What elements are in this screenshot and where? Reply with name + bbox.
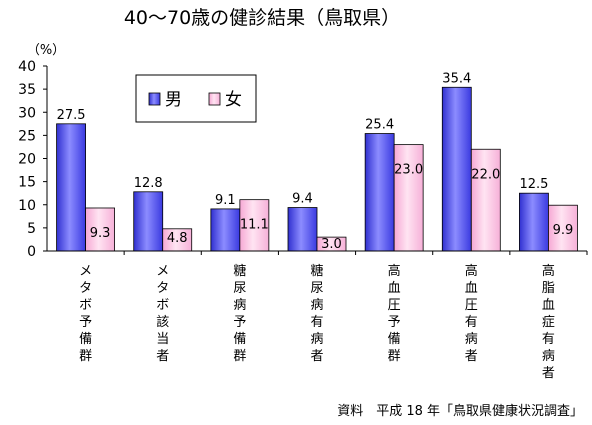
bar-male xyxy=(287,207,318,252)
y-tick-label: 35 xyxy=(18,82,36,98)
data-label-female: 23.0 xyxy=(394,163,423,178)
data-label-female: 9.3 xyxy=(90,226,111,241)
bar-male xyxy=(519,192,549,252)
y-tick-label: 15 xyxy=(18,175,36,191)
bar-female xyxy=(548,204,578,252)
bars xyxy=(56,86,578,252)
legend: 男 女 xyxy=(135,74,257,123)
data-label-female: 3.0 xyxy=(321,237,342,252)
y-tick-label: 25 xyxy=(18,128,36,144)
category-label: 高血圧予備群 xyxy=(388,263,401,364)
bar-female xyxy=(470,148,501,252)
data-label-female: 11.1 xyxy=(240,218,269,233)
data-label-male: 9.4 xyxy=(292,192,313,207)
y-tick-label: 0 xyxy=(27,244,36,260)
data-label-male: 25.4 xyxy=(365,118,394,133)
legend-swatch-female xyxy=(208,92,221,106)
bar-male xyxy=(210,208,241,252)
category-label: 高脂血症有病者 xyxy=(542,263,555,381)
data-label-female: 4.8 xyxy=(167,231,188,246)
y-tick-label: 5 xyxy=(27,221,36,237)
category-label: メタボ該当者 xyxy=(156,264,169,364)
bar-male xyxy=(441,86,472,252)
chart-title: 40～70歳の健診結果（鳥取県） xyxy=(124,7,400,29)
source-note: 資料 平成 18 年「鳥取県健康状況調査」 xyxy=(337,403,583,419)
y-tick-label: 20 xyxy=(18,152,36,168)
bar-male xyxy=(133,191,164,252)
data-labels: 27.5 9.3 12.8 4.8 9.1 11.1 9.4 3.0 25.4 23.0 35.4 2… xyxy=(57,71,574,252)
category-label: メタボ予備群 xyxy=(79,264,92,364)
bar-male xyxy=(364,133,395,252)
category-label: 糖尿病予備群 xyxy=(233,263,246,364)
legend-label-male: 男 xyxy=(165,90,182,110)
data-label-female: 9.9 xyxy=(553,223,574,238)
bar-male xyxy=(56,123,86,252)
category-label: 糖尿病有病者 xyxy=(310,263,323,364)
legend-box xyxy=(135,74,257,123)
y-tick-label: 30 xyxy=(18,105,36,121)
data-label-male: 35.4 xyxy=(442,71,471,86)
y-tick-label: 10 xyxy=(18,198,36,214)
y-axis-unit: （%） xyxy=(27,43,65,58)
data-label-female: 22.0 xyxy=(471,167,500,182)
category-labels: メタボ予備群 メタボ該当者 糖尿病予備群 糖尿病有病者 高血圧予備群 高血圧有病者 高脂血症… xyxy=(79,251,588,381)
category-label: 高血圧有病者 xyxy=(465,263,478,364)
y-axis-ticks: 0 5 10 15 20 25 30 35 40 xyxy=(18,59,47,260)
bar-female xyxy=(393,144,424,252)
data-label-male: 27.5 xyxy=(57,108,86,123)
y-tick-label: 40 xyxy=(18,59,36,75)
data-label-male: 12.8 xyxy=(134,176,163,191)
legend-swatch-male xyxy=(148,92,161,106)
legend-label-female: 女 xyxy=(225,90,242,110)
data-label-male: 12.5 xyxy=(519,177,548,192)
data-label-male: 9.1 xyxy=(215,193,236,208)
